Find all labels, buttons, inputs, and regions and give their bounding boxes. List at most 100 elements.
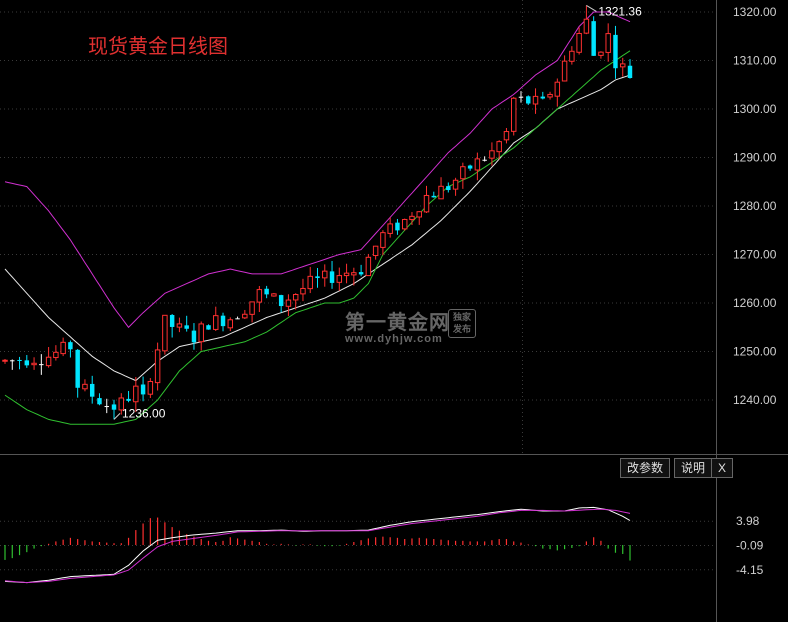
close-indicator-button[interactable]: X <box>711 458 733 478</box>
candle-body <box>176 323 183 328</box>
boll-middle-line <box>4 74 631 382</box>
candle <box>561 55 568 82</box>
boll-lower-line <box>4 50 631 425</box>
candle-body <box>503 131 510 141</box>
candle-body <box>242 313 248 319</box>
candle-body <box>343 272 350 277</box>
candle-body <box>474 158 481 171</box>
candle-body <box>496 141 502 153</box>
candle-body <box>271 293 277 297</box>
candle <box>140 376 146 402</box>
candle <box>569 46 575 65</box>
price-tick-label: 1240.00 <box>733 393 777 407</box>
candle-body <box>591 21 596 56</box>
candle <box>620 57 626 77</box>
candle-body <box>97 398 102 405</box>
candle-body <box>104 406 109 408</box>
candle <box>395 218 400 235</box>
candle-body <box>133 385 139 403</box>
candle <box>547 91 553 100</box>
candle <box>431 191 437 198</box>
candle <box>474 152 481 181</box>
candle <box>235 316 240 320</box>
price-tick-label: 1300.00 <box>733 102 777 116</box>
candle-body <box>380 232 386 248</box>
candle <box>329 260 335 289</box>
candle-body <box>184 325 189 329</box>
candle <box>372 245 379 260</box>
candle-body <box>111 404 117 410</box>
candle <box>540 91 546 100</box>
candle <box>315 267 320 288</box>
candle <box>104 398 109 414</box>
candle-body <box>395 222 400 231</box>
candle-body <box>169 314 175 327</box>
candle <box>31 357 37 370</box>
annotation-leader <box>586 4 597 12</box>
watermark-logo: 第一黄金网 www.dyhjw.com 独家发布 <box>345 306 476 345</box>
price-tick-label: 1250.00 <box>733 345 777 359</box>
candle-body <box>118 397 125 411</box>
candle <box>176 317 183 333</box>
candle-body <box>24 360 30 366</box>
candle-body <box>526 96 531 104</box>
candle-body <box>598 51 604 56</box>
candle <box>467 164 473 171</box>
candle <box>53 345 59 361</box>
candle <box>206 324 211 330</box>
candle <box>227 317 234 331</box>
candle-body <box>423 194 430 213</box>
candle <box>133 377 139 413</box>
candle-body <box>191 330 197 343</box>
macd-dea-line <box>4 508 631 584</box>
price-annotation-label: 1236.00 <box>122 406 166 420</box>
candle-body <box>227 319 234 329</box>
candle-body <box>75 349 80 388</box>
candle-body <box>489 150 495 159</box>
candle-body <box>554 81 561 97</box>
candle <box>24 355 30 368</box>
candle <box>438 177 444 200</box>
candle <box>591 16 596 56</box>
candle-body <box>2 359 8 362</box>
candle <box>45 347 52 368</box>
candle <box>351 267 357 286</box>
boll-upper-line <box>4 11 631 329</box>
candle <box>503 127 510 144</box>
candle-body <box>532 95 539 105</box>
candle <box>285 294 292 316</box>
candle <box>482 156 487 162</box>
candle <box>300 278 306 302</box>
candle-body <box>126 398 131 401</box>
candle-body <box>358 272 364 275</box>
candle <box>111 399 117 420</box>
price-tick-label: 1320.00 <box>733 5 777 19</box>
macd-tick-label: 3.98 <box>736 514 760 528</box>
macd-tick-label: -4.15 <box>736 563 764 577</box>
candle-body <box>213 315 219 330</box>
candle-body <box>401 218 408 230</box>
candle <box>126 390 131 403</box>
candle <box>60 337 66 357</box>
candle <box>526 95 531 106</box>
candle-body <box>605 33 611 53</box>
candle-body <box>627 65 633 79</box>
candle <box>147 378 154 399</box>
candle-body <box>256 289 263 303</box>
watermark-name: 第一黄金网 <box>345 310 450 334</box>
macd-indicator <box>4 506 631 584</box>
annotation-leader <box>113 413 121 420</box>
candle <box>460 162 466 189</box>
candle <box>249 301 255 323</box>
candle <box>278 294 284 313</box>
price-axis: 1320.00 1310.00 1300.00 1290.00 1280.00 1270.… <box>113 4 777 577</box>
candle <box>496 140 502 160</box>
candle <box>532 88 539 114</box>
help-button[interactable]: 说明 <box>674 458 712 478</box>
change-params-button[interactable]: 改参数 <box>620 458 670 478</box>
candle <box>576 27 582 55</box>
candle-body <box>540 96 546 99</box>
candle-body <box>206 325 211 330</box>
